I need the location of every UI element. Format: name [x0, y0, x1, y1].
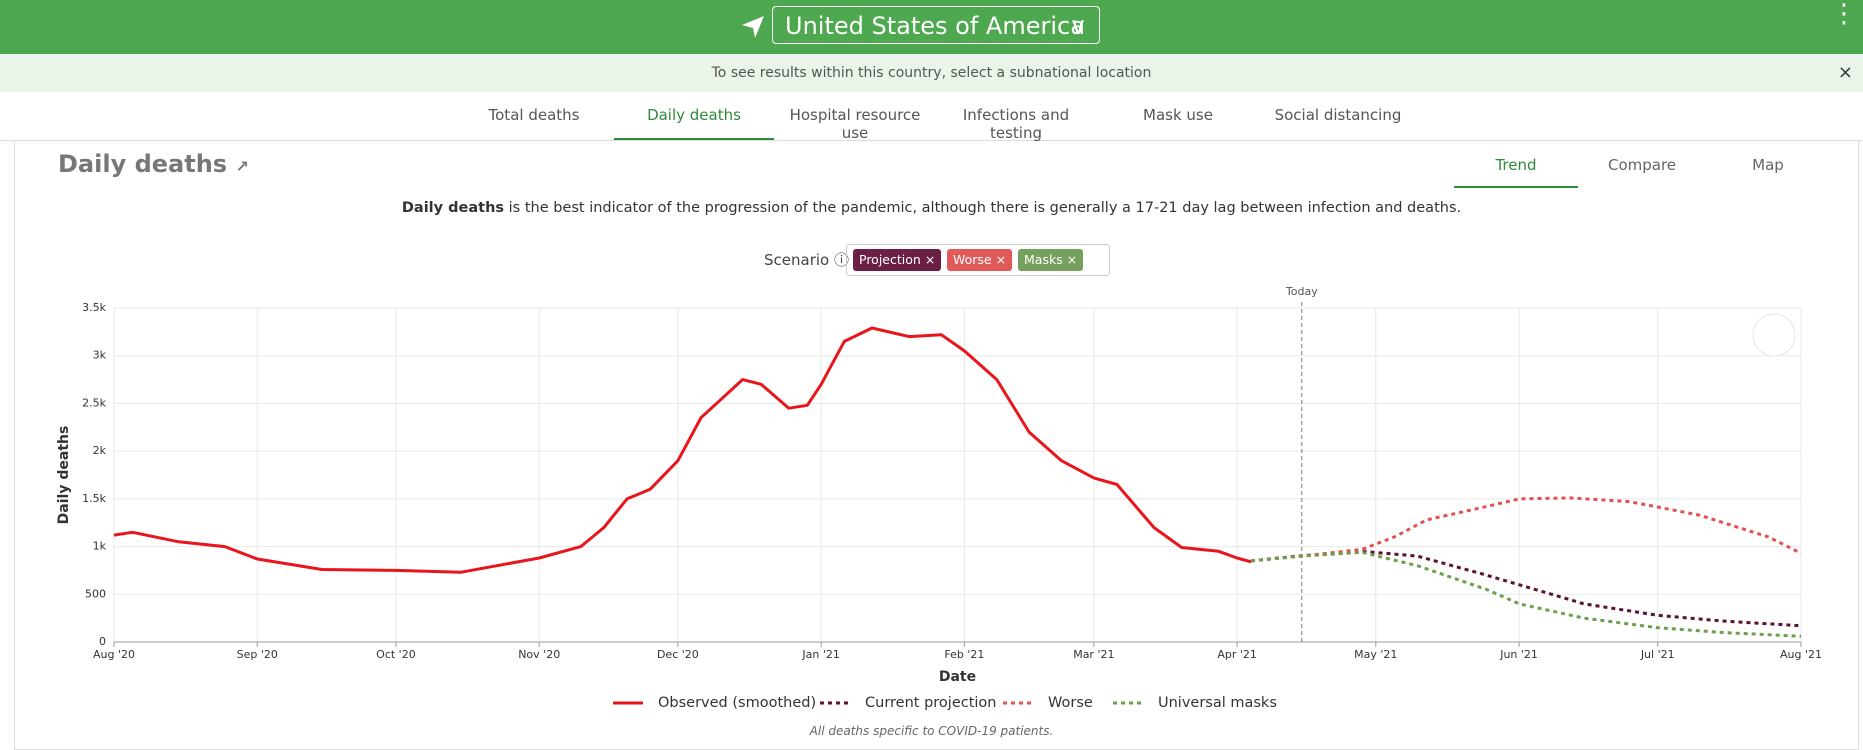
- description: Daily deaths is the best indicator of th…: [0, 200, 1863, 216]
- x-tick-label: Jan '21: [801, 648, 839, 661]
- banner: To see results within this country, sele…: [0, 54, 1863, 92]
- view-tab[interactable]: Compare: [1607, 156, 1677, 174]
- y-tick-label: 500: [85, 587, 106, 600]
- plot-area: [113, 307, 1802, 643]
- country-select[interactable]: United States of America ∨: [772, 6, 1100, 44]
- header: United States of America ∨ ⋮: [0, 0, 1863, 54]
- x-tick-label: Aug '20: [93, 648, 135, 661]
- x-tick-label: May '21: [1354, 648, 1397, 661]
- desc-rest: is the best indicator of the progression…: [504, 200, 1462, 216]
- locate-icon[interactable]: [738, 12, 768, 42]
- country-name: United States of America: [785, 12, 1085, 40]
- y-tick-label: 3k: [93, 349, 107, 362]
- y-tick-label: 2.5k: [82, 396, 106, 409]
- legend-label: Worse: [1048, 695, 1093, 711]
- x-tick-label: Mar '21: [1073, 648, 1114, 661]
- view-tab[interactable]: Trend: [1454, 156, 1578, 188]
- y-tick-label: 3.5k: [82, 301, 106, 314]
- x-tick-label: Dec '20: [657, 648, 699, 661]
- legend-label: Current projection: [865, 695, 996, 711]
- x-tick-label: Nov '20: [518, 648, 560, 661]
- x-tick-label: Jul '21: [1640, 648, 1675, 661]
- series-line: [1250, 496, 1802, 563]
- view-tab[interactable]: Map: [1752, 156, 1784, 174]
- footnote: All deaths specific to COVID-19 patients…: [809, 724, 1054, 738]
- y-axis-label: Daily deaths: [56, 426, 72, 525]
- series-line: [1250, 550, 1802, 638]
- chip-remove: ×: [1066, 252, 1078, 267]
- chip-label: Worse: [953, 252, 992, 267]
- tab[interactable]: Daily deaths: [614, 106, 774, 140]
- series-line: [1250, 549, 1802, 628]
- scenario: Scenario ⓘ: [764, 251, 849, 269]
- chip-remove: ×: [924, 252, 936, 267]
- tab[interactable]: Infections and testing: [962, 106, 1070, 142]
- scenario-label: Scenario: [764, 251, 830, 269]
- legend-label: Universal masks: [1158, 695, 1277, 711]
- x-tick-label: Apr '21: [1217, 648, 1257, 661]
- series-line: [113, 326, 1252, 574]
- title: Daily deaths: [58, 150, 228, 178]
- x-tick-label: Feb '21: [944, 648, 984, 661]
- today-label: Today: [1285, 285, 1318, 298]
- chip-label: Masks: [1024, 252, 1063, 267]
- x-tick-label: Sep '20: [237, 648, 278, 661]
- chip-remove: ×: [995, 252, 1007, 267]
- panel-title: Daily deaths ↗: [58, 150, 249, 178]
- tab[interactable]: Mask use: [1143, 106, 1213, 124]
- chart-settings[interactable]: [1752, 313, 1796, 357]
- chip[interactable]: Worse ×: [947, 249, 1013, 271]
- x-tick-label: Aug '21: [1780, 648, 1822, 661]
- tab[interactable]: Hospital resource use: [789, 106, 921, 142]
- chip-label: Projection: [859, 252, 921, 267]
- close[interactable]: ×: [1837, 62, 1853, 83]
- banner-text: To see results within this country, sele…: [711, 65, 1152, 81]
- desc-bold: Daily deaths: [401, 200, 505, 216]
- tabs: Total deaths Daily deaths Hospital resourc…: [0, 92, 1863, 142]
- y-tick-label: 1.5k: [82, 492, 106, 505]
- legend-label: Observed (smoothed): [658, 695, 816, 711]
- y-tick-label: 1k: [93, 540, 107, 553]
- chip[interactable]: Masks ×: [1018, 249, 1084, 271]
- tab[interactable]: Total deaths: [488, 106, 580, 124]
- y-tick-label: 0: [99, 635, 106, 648]
- x-tick-label: Oct '20: [376, 648, 416, 661]
- y-tick-label: 2k: [93, 444, 107, 457]
- x-tick-label: Jun '21: [1499, 648, 1538, 661]
- chip[interactable]: Projection ×: [853, 249, 942, 271]
- scenario-select[interactable]: Projection × Worse × Masks ×: [846, 244, 1110, 276]
- x-axis-label: Date: [939, 669, 976, 685]
- tab[interactable]: Social distancing: [1274, 106, 1402, 124]
